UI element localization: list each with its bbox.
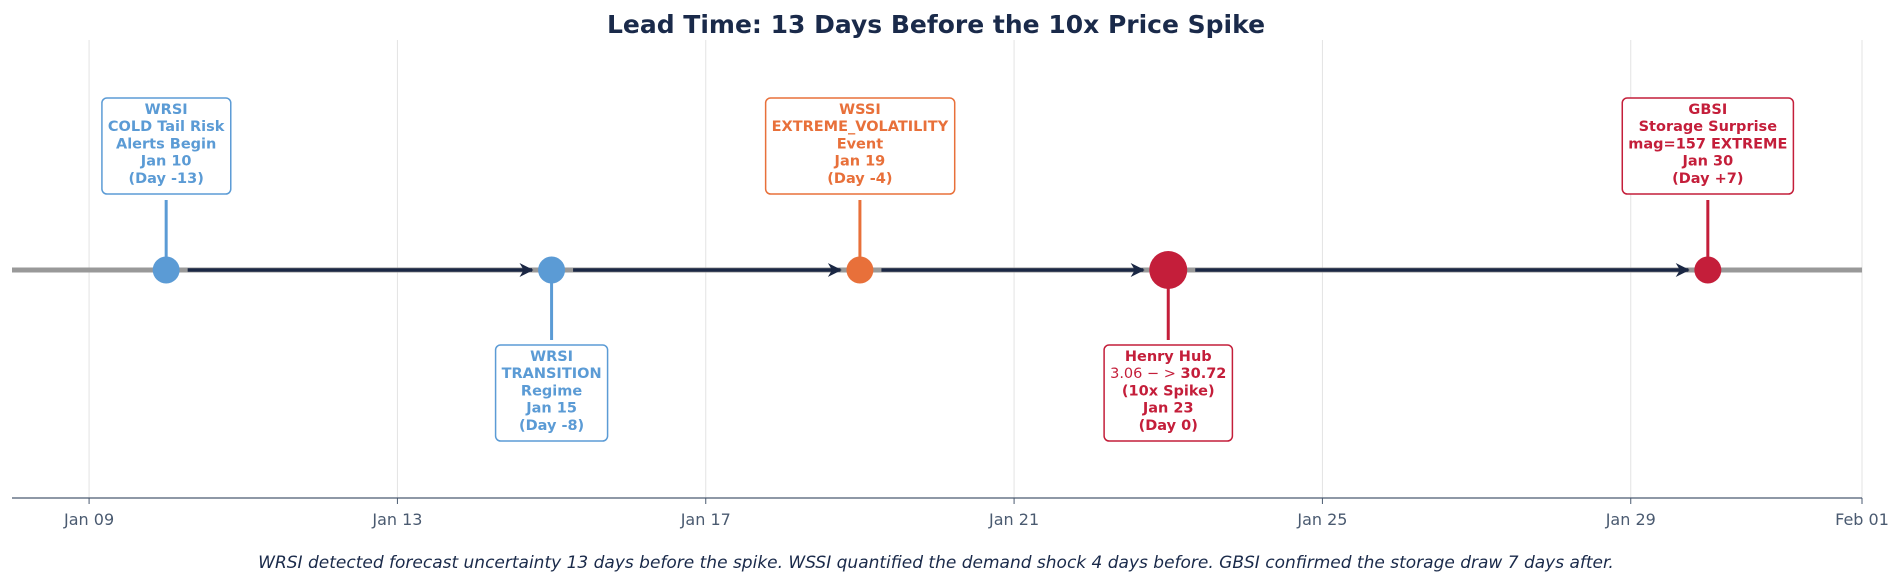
event-label-line: WRSI xyxy=(530,349,573,365)
x-axis: Jan 09 Jan 13 Jan 17 Jan 21 Jan 25 Jan 29 Feb … xyxy=(12,497,1889,529)
event-label-box xyxy=(1621,97,1795,195)
event-annotation: WRSI TRANSITION Regime Jan 15 (Day -8) xyxy=(494,344,609,442)
event-label-line: WSSI xyxy=(839,102,881,118)
timeline-marks: WRSI COLD Tail Risk Alerts Begin Jan 10 (Day… xyxy=(12,97,1862,442)
event-label-text: WSSI EXTREME_VOLATILITY Event Jan 19 (Day -4… xyxy=(772,102,949,187)
event-label-box xyxy=(764,97,956,195)
event-marker xyxy=(846,256,874,284)
event-label-line: Regime xyxy=(521,383,582,399)
event-annotation: WRSI COLD Tail Risk Alerts Begin Jan 10 (Day… xyxy=(101,97,232,195)
event-label-line: Jan 10 xyxy=(140,154,192,170)
event-marker xyxy=(152,256,180,284)
event-label-line: Henry Hub xyxy=(1125,349,1212,365)
event-label-line: (Day -13) xyxy=(129,171,204,187)
event-marker xyxy=(538,256,566,284)
event-label-text: WRSI TRANSITION Regime Jan 15 (Day -8) xyxy=(502,349,602,434)
event-label-box xyxy=(1103,344,1234,442)
event-label-line: (Day +7) xyxy=(1672,171,1743,187)
event-label-line: Jan 19 xyxy=(834,154,886,170)
event-label-line: TRANSITION xyxy=(502,366,602,382)
event-label-line: Jan 30 xyxy=(1681,154,1733,170)
event-label-line: WRSI xyxy=(145,102,188,118)
event-label-box xyxy=(101,97,232,195)
event-label-box xyxy=(494,344,609,442)
event-label-line: (10x Spike) xyxy=(1122,383,1215,399)
event-label-line: GBSI xyxy=(1688,102,1727,118)
event-annotation: GBSI Storage Surprise mag=157 EXTREME Jan 3… xyxy=(1621,97,1795,195)
event-annotation: WSSI EXTREME_VOLATILITY Event Jan 19 (Day -4… xyxy=(764,97,956,195)
x-tick-label: Jan 09 xyxy=(63,510,114,529)
event-annotation: Henry Hub 3.06 − > 30.72 (10x Spike) Jan 23… xyxy=(1103,344,1234,442)
event-label-line: mag=157 EXTREME xyxy=(1628,136,1787,152)
x-tick-label: Jan 25 xyxy=(1296,510,1347,529)
event-label-line: Event xyxy=(837,136,884,152)
event-label-line: (Day -4) xyxy=(827,171,892,187)
x-tick-label: Jan 29 xyxy=(1605,510,1656,529)
event-marker xyxy=(1149,251,1188,289)
x-tick-label: Feb 01 xyxy=(1835,510,1889,529)
price-from: 3.06 − > xyxy=(1110,366,1180,382)
event-label-line: EXTREME_VOLATILITY xyxy=(772,119,949,135)
event-label-line: Jan 23 xyxy=(1142,401,1194,417)
chart-title: Lead Time: 13 Days Before the 10x Price … xyxy=(607,10,1265,39)
event-label-text: Henry Hub 3.06 − > 30.72 (10x Spike) Jan 23… xyxy=(1110,349,1226,434)
price-to: 30.72 xyxy=(1181,366,1227,382)
event-marker xyxy=(1694,256,1722,284)
event-label-line: (Day 0) xyxy=(1139,418,1198,434)
event-label-text: WRSI COLD Tail Risk Alerts Begin Jan 10 (Day… xyxy=(108,102,225,187)
event-label-text: GBSI Storage Surprise mag=157 EXTREME Jan 3… xyxy=(1628,102,1787,187)
event-label-line: 3.06 − > 30.72 xyxy=(1110,366,1226,382)
x-tick-label: Jan 13 xyxy=(371,510,422,529)
event-label-line: Storage Surprise xyxy=(1639,119,1778,135)
event-label-line: (Day -8) xyxy=(519,418,584,434)
x-tick-label: Jan 17 xyxy=(680,510,731,529)
event-label-line: COLD Tail Risk xyxy=(108,119,225,135)
event-label-line: Alerts Begin xyxy=(116,136,216,152)
chart-caption: WRSI detected forecast uncertainty 13 da… xyxy=(258,553,1614,573)
event-label-line: Jan 15 xyxy=(525,401,577,417)
x-tick-label: Jan 21 xyxy=(988,510,1039,529)
